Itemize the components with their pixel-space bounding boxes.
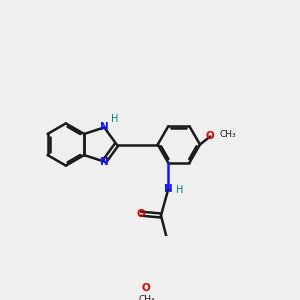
Text: N: N <box>164 184 173 194</box>
Text: O: O <box>136 209 145 219</box>
Text: N: N <box>100 157 109 166</box>
Text: H: H <box>111 114 118 124</box>
Text: N: N <box>100 122 109 132</box>
Text: O: O <box>206 131 214 142</box>
Text: H: H <box>176 185 183 195</box>
Text: CH₃: CH₃ <box>220 130 236 139</box>
Text: O: O <box>142 283 151 293</box>
Text: CH₃: CH₃ <box>139 295 155 300</box>
